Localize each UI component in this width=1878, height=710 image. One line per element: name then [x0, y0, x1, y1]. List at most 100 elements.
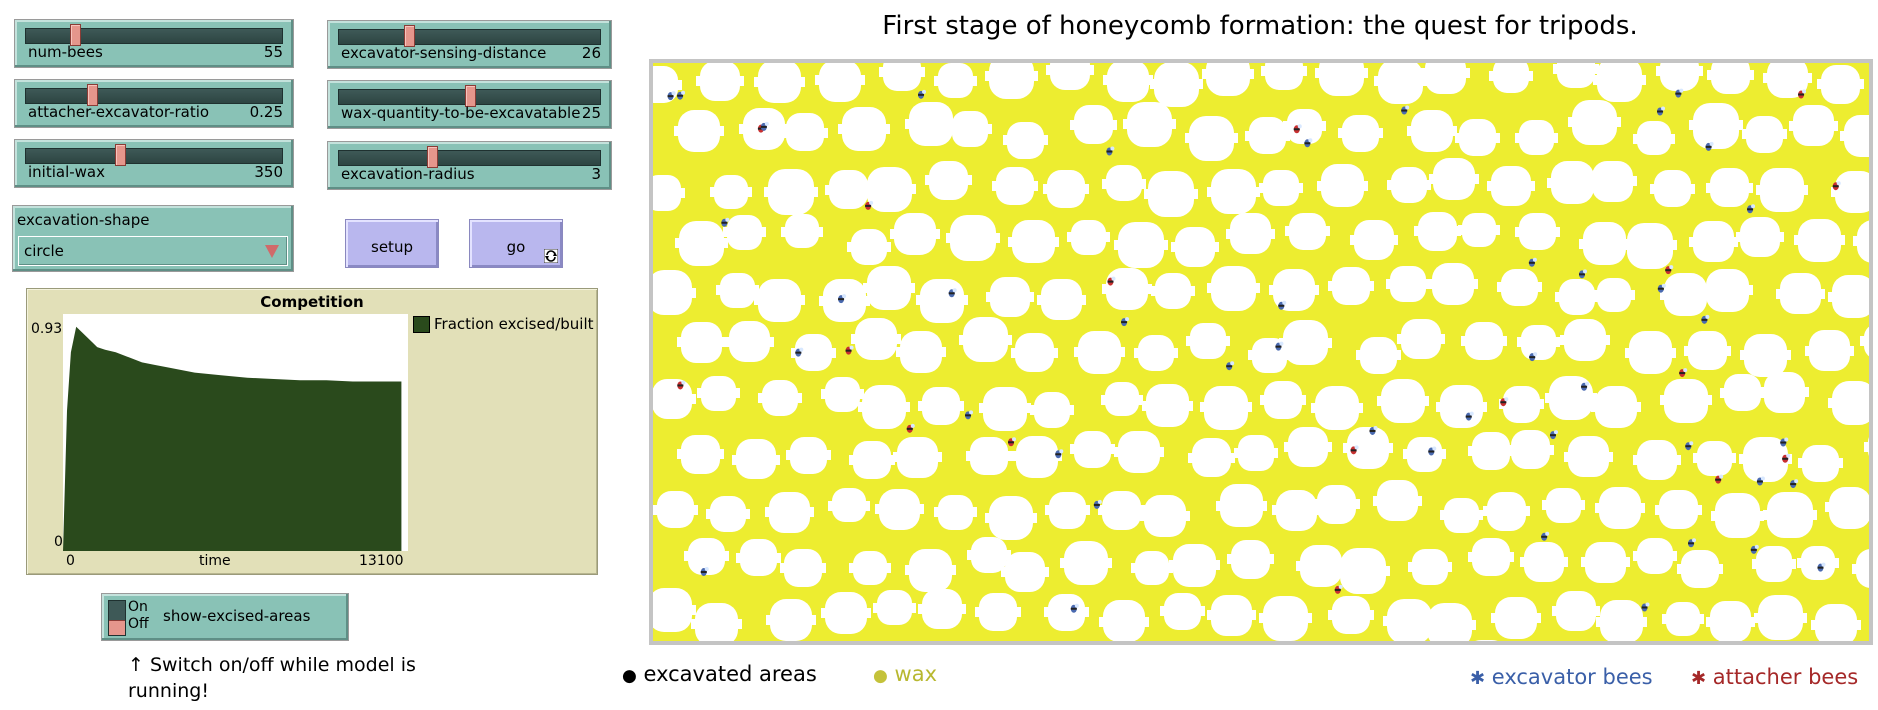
slider-thumb[interactable]: [114, 144, 126, 166]
excavated-cell-edge: [825, 185, 872, 195]
attacher-bee: [1782, 453, 1791, 463]
switch-knob[interactable]: [109, 620, 125, 635]
excavated-cell-edge: [1101, 395, 1143, 405]
excavated-cell-edge: [1207, 610, 1256, 620]
excavated-cell-edge: [1315, 68, 1368, 78]
excavator-bee: [1428, 446, 1437, 456]
chooser-dropdown[interactable]: circle: [18, 236, 288, 266]
excavated-cell-edge: [838, 124, 890, 134]
excavated-cell-edge: [875, 504, 924, 514]
excavation-shape-chooser[interactable]: excavation-shape circle: [12, 205, 294, 272]
world-view[interactable]: [649, 59, 1873, 645]
excavated-cell-edge: [828, 501, 870, 511]
excavated-cell-edge: [1499, 399, 1544, 409]
excavator-bee: [1121, 317, 1130, 327]
plot-title: Competition: [260, 293, 364, 311]
excavated-cell-edge: [1188, 453, 1235, 463]
excavated-cell-edge: [1099, 617, 1149, 627]
excavated-cell-edge: [925, 175, 972, 185]
excavated-cell-edge: [849, 455, 895, 465]
excavated-cell-edge: [918, 604, 966, 614]
setup-button[interactable]: setup: [345, 219, 439, 268]
excavated-cell: [1319, 63, 1364, 96]
excavated-cell-edge: [1234, 448, 1278, 458]
excavated-cell-edge: [1662, 614, 1704, 624]
excavated-cell-edge: [1428, 279, 1478, 289]
excavated-cell-edge: [985, 513, 1037, 523]
initial-wax-slider[interactable]: initial-wax 350: [14, 139, 294, 188]
excavator-bee: [1529, 352, 1538, 362]
slider-thumb[interactable]: [87, 84, 99, 106]
excavated-cell-edge: [1356, 350, 1401, 360]
excavator-bee: [667, 91, 676, 101]
excavated-cell-edge: [1545, 393, 1597, 403]
excavator-sensing-distance-slider[interactable]: excavator-sensing-distance 26: [327, 20, 612, 69]
excavated-cell-edge: [1408, 562, 1452, 572]
slider-thumb[interactable]: [465, 85, 476, 107]
plot-canvas: [63, 314, 408, 551]
excavated-cell-edge: [1248, 350, 1291, 360]
excavator-bee: [948, 288, 957, 298]
excavated-cell-edge: [1660, 290, 1711, 300]
attacher-bee: [1715, 474, 1724, 484]
excavated-cell-edge: [1285, 226, 1330, 236]
excavated-cell-edge: [1216, 501, 1267, 511]
slider-thumb[interactable]: [426, 146, 438, 168]
excavated-cell-edge: [1633, 551, 1677, 561]
world-title: First stage of honeycomb formation: the …: [882, 11, 1638, 41]
excavated-cell-edge: [879, 67, 925, 77]
excavated-cell-edge: [716, 285, 759, 295]
slider-label: attacher-excavator-ratio: [28, 103, 210, 121]
excavated-cell-edge: [1102, 284, 1152, 294]
excavated-cell-edge: [1461, 336, 1507, 346]
excavated-cell-edge: [1046, 65, 1094, 75]
excavation-radius-slider[interactable]: excavation-radius 3: [327, 141, 612, 190]
x-axis-label: time: [199, 553, 231, 569]
excavated-cell-edge: [725, 337, 774, 347]
excavated-cell-edge: [1828, 292, 1869, 302]
slider-label: excavator-sensing-distance: [341, 44, 547, 62]
show-excised-areas-switch[interactable]: On Off show-excised-areas: [101, 593, 349, 641]
excavated-cell-edge: [1003, 135, 1048, 145]
excavated-cell-edge: [780, 563, 826, 573]
legend-swatch: [413, 316, 430, 333]
attacher-bee: [1107, 276, 1116, 286]
excavated-cell-edge: [1279, 338, 1332, 348]
slider-track: [338, 150, 601, 166]
attacher-excavator-ratio-slider[interactable]: attacher-excavator-ratio 0.25: [14, 79, 294, 128]
excavated-cell-edge: [1397, 334, 1445, 344]
excavated-cell-edge: [1660, 395, 1712, 405]
excavated-cell-edge: [1373, 496, 1422, 506]
excavated-cell-edge: [946, 233, 1000, 243]
wax-quantity-to-be-excavatable-slider[interactable]: wax-quantity-to-be-excavatable 25: [327, 80, 612, 129]
excavated-cell-edge: [1008, 237, 1059, 247]
switch-label: show-excised-areas: [163, 607, 311, 625]
plot-svg: [63, 326, 402, 551]
excavated-cell-edge: [791, 348, 836, 358]
excavated-cell-edge: [1171, 242, 1219, 252]
excavated-cell-edge: [1693, 453, 1736, 463]
excavated-cell-edge: [905, 565, 956, 575]
excavated-cell-edge: [967, 550, 1011, 560]
excavator-bee: [1226, 361, 1235, 371]
attacher-bee: [1334, 584, 1343, 594]
excavated-cell-edge: [1134, 348, 1178, 358]
slider-thumb[interactable]: [69, 24, 81, 46]
excavated-cell-edge: [1283, 121, 1326, 131]
num-bees-slider[interactable]: num-bees 55: [14, 19, 294, 68]
legend-excavated: ● excavated areas: [622, 662, 817, 686]
triangle-down-icon[interactable]: [265, 245, 279, 258]
attacher-bee: [1832, 181, 1841, 191]
slider-thumb[interactable]: [404, 25, 416, 47]
go-button-label: go: [506, 238, 526, 256]
excavated-cell-edge: [653, 394, 696, 404]
excavated-cell-edge: [781, 227, 823, 237]
go-button[interactable]: go: [469, 219, 563, 268]
excavated-cell-edge: [1520, 557, 1568, 567]
y-max-tick: 0.93: [31, 321, 63, 337]
excavated-cell-edge: [1186, 336, 1230, 346]
excavated-cell-edge: [1552, 606, 1600, 616]
switch-well[interactable]: [108, 600, 126, 636]
excavated-cell-edge: [754, 77, 805, 87]
excavated-cell-edge: [1200, 402, 1252, 412]
